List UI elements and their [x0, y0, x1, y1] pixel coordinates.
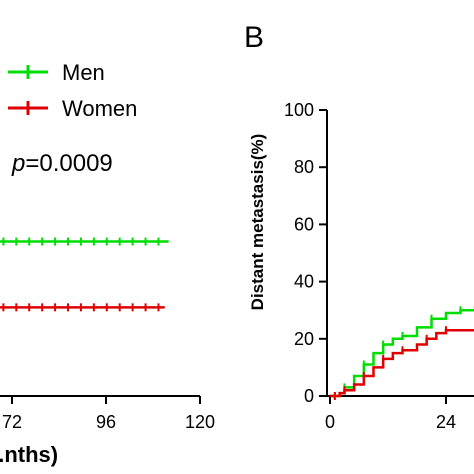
panel-b-y-tick-label: 80 — [294, 157, 314, 177]
panel-a-line-men — [0, 240, 169, 243]
panel-b-y-tick-label: 40 — [294, 272, 314, 292]
legend-women-label: Women — [62, 96, 137, 121]
panel-a: Men Women p=0.0009 72 96 120 ...nths) — [0, 60, 215, 467]
panel-a-x-tick-label: 120 — [185, 412, 215, 432]
panel-a-x-ticks: 72 96 120 — [2, 396, 215, 432]
panel-b-y-tick-label: 100 — [284, 100, 314, 120]
panel-b-x-tick-label: 24 — [436, 412, 456, 432]
panel-a-legend: Men Women — [8, 60, 137, 121]
panel-a-x-axis-label: ...nths) — [0, 442, 58, 467]
panel-b-series — [330, 306, 474, 400]
panel-b-y-axis-label: Distant metastasis(%) — [248, 134, 267, 311]
panel-b-x-ticks: 0 24 — [325, 396, 456, 432]
panel-b-line-women — [330, 328, 474, 398]
panel-b-y-tick-label: 60 — [294, 214, 314, 234]
panel-a-x-tick-label: 96 — [96, 412, 116, 432]
panel-b-y-tick-label: 20 — [294, 329, 314, 349]
panel-a-series — [0, 237, 169, 312]
panel-b-line-men — [330, 306, 474, 398]
panel-b: B Distant metastasis(%) 0 20 40 60 80 100 0 24 — [244, 21, 474, 432]
legend-men-label: Men — [62, 60, 105, 85]
panel-b-x-tick-label: 0 — [325, 412, 335, 432]
panel-b-y-tick-label: 0 — [304, 386, 314, 406]
panel-b-y-ticks: 0 20 40 60 80 100 — [284, 100, 327, 406]
p-value-annotation: p=0.0009 — [11, 150, 113, 177]
panel-b-letter: B — [244, 21, 264, 54]
panel-a-x-tick-label: 72 — [2, 412, 22, 432]
